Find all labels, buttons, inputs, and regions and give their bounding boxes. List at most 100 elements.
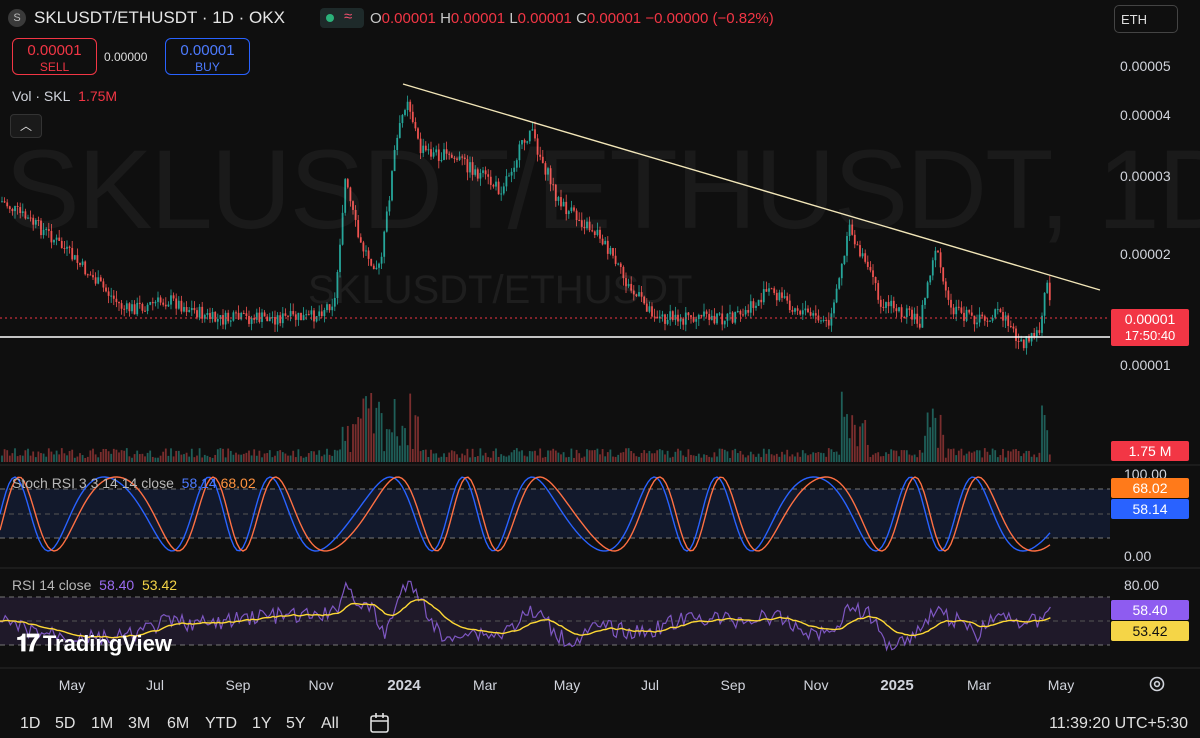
- volume-bar: [687, 449, 690, 462]
- timeframe-ytd-button[interactable]: YTD: [205, 715, 237, 732]
- candle-body: [391, 171, 393, 201]
- candle-body: [271, 317, 274, 319]
- volume-bar: [29, 455, 32, 462]
- volume-bar: [37, 451, 40, 462]
- volume-bar: [497, 456, 500, 462]
- wave-icon[interactable]: ≈: [344, 8, 353, 25]
- volume-legend[interactable]: Vol · SKL 1.75M: [12, 88, 118, 104]
- tradingview-logo[interactable]: 𝟏𝟕 TradingView: [16, 630, 173, 657]
- timeframe-all-button[interactable]: All: [321, 715, 339, 732]
- candle-body: [55, 237, 58, 240]
- candle-body: [105, 287, 107, 292]
- candle-body: [110, 295, 113, 297]
- volume-bar: [983, 448, 986, 462]
- candle-body: [747, 309, 750, 313]
- candle-body: [666, 319, 669, 324]
- currency-selector[interactable]: ETH: [1114, 5, 1178, 33]
- gear-icon[interactable]: [1148, 675, 1166, 693]
- symbol-title[interactable]: SKLUSDT/ETHUSDT · 1D · OKX: [34, 8, 285, 27]
- volume-bar: [1025, 450, 1028, 462]
- candle-body: [1002, 312, 1004, 321]
- volume-bar: [656, 450, 659, 462]
- candle-body: [474, 169, 477, 175]
- volume-bar: [908, 454, 911, 462]
- candle-body: [201, 306, 204, 319]
- candle-body: [323, 310, 326, 317]
- volume-bar: [892, 450, 895, 462]
- candle-body: [1007, 315, 1010, 326]
- time-axis-label: Jul: [641, 677, 659, 693]
- volume-bar: [216, 449, 219, 462]
- candle-body: [58, 237, 61, 241]
- candle-body: [788, 300, 791, 311]
- chevron-up-icon[interactable]: ︿: [10, 114, 42, 138]
- timeframe-1y-button[interactable]: 1Y: [252, 715, 272, 732]
- candle-body: [950, 299, 952, 308]
- candle-body: [359, 237, 362, 243]
- timeframe-5d-button[interactable]: 5D: [55, 715, 76, 732]
- volume-bar: [991, 448, 994, 462]
- volume-bar: [905, 450, 908, 462]
- candle-body: [29, 217, 32, 219]
- candle-body: [175, 298, 178, 309]
- timeframe-1m-button[interactable]: 1M: [91, 715, 114, 732]
- timeframe-3m-button[interactable]: 3M: [128, 715, 151, 732]
- time-axis-label: Sep: [225, 677, 251, 693]
- candle-body: [346, 179, 349, 188]
- time-axis-label: 2025: [880, 677, 914, 694]
- candle-body: [133, 304, 136, 315]
- time-axis-label: May: [1047, 677, 1075, 693]
- rsi-legend[interactable]: RSI 14 close 58.40 53.42: [12, 577, 178, 593]
- buy-label: BUY: [195, 60, 220, 74]
- timeframe-1d-button[interactable]: 1D: [20, 715, 41, 732]
- stoch-rsi-pane: [0, 488, 1110, 539]
- volume-bar: [783, 454, 786, 462]
- buy-button[interactable]: 0.00001 BUY: [165, 38, 250, 75]
- candle-body: [848, 224, 851, 237]
- candle-body: [996, 309, 999, 311]
- candle-body: [575, 210, 578, 220]
- timeframe-6m-button[interactable]: 6M: [167, 715, 190, 732]
- candle-body: [573, 207, 575, 211]
- volume-bar: [333, 449, 336, 462]
- candle-body: [89, 274, 92, 276]
- volume-bar: [198, 448, 201, 462]
- volume-bar: [60, 448, 63, 462]
- symbol-icon[interactable]: S: [8, 9, 26, 27]
- candle-body: [261, 312, 263, 322]
- volume-bar: [393, 399, 396, 462]
- timeframe-5y-button[interactable]: 5Y: [286, 715, 306, 732]
- sell-button[interactable]: 0.00001 SELL: [12, 38, 97, 75]
- candle-body: [276, 315, 279, 325]
- volume-bar: [887, 453, 890, 462]
- candle-body: [1025, 336, 1028, 349]
- volume-bar: [229, 450, 232, 462]
- header-status-group[interactable]: ≈: [320, 8, 364, 28]
- price-axis-label: 0.00003: [1120, 168, 1171, 184]
- candle-body: [365, 250, 367, 252]
- trend-lines[interactable]: [0, 83, 1110, 338]
- buy-price: 0.00001: [180, 42, 235, 59]
- volume-bar: [175, 450, 178, 462]
- volume-bar: [963, 455, 965, 462]
- volume-bar: [34, 457, 37, 462]
- candle-body: [560, 197, 562, 207]
- volume-bar: [489, 457, 492, 462]
- candle-body: [188, 310, 191, 312]
- stoch-rsi-legend[interactable]: Stoch RSI 3 3 14 14 close 58.14 68.02: [12, 475, 256, 491]
- candle-body: [227, 312, 230, 322]
- clock-readout[interactable]: 11:39:20 UTC+5:30: [1049, 715, 1188, 732]
- candle-body: [835, 288, 838, 303]
- candle-body: [770, 288, 773, 290]
- calendar-range-icon[interactable]: [368, 711, 392, 735]
- candle-body: [812, 313, 815, 316]
- symbol-watermark: SKLUSDT/ETHUSDT, 1D: [5, 125, 1200, 254]
- descending-trendline: [402, 83, 1101, 291]
- candle-body: [924, 297, 926, 305]
- candle-body: [752, 301, 755, 308]
- candle-body: [500, 193, 503, 195]
- volume-bar: [354, 424, 357, 462]
- candle-body: [396, 137, 399, 150]
- change-value: −0.00000 (−0.82%): [645, 10, 774, 27]
